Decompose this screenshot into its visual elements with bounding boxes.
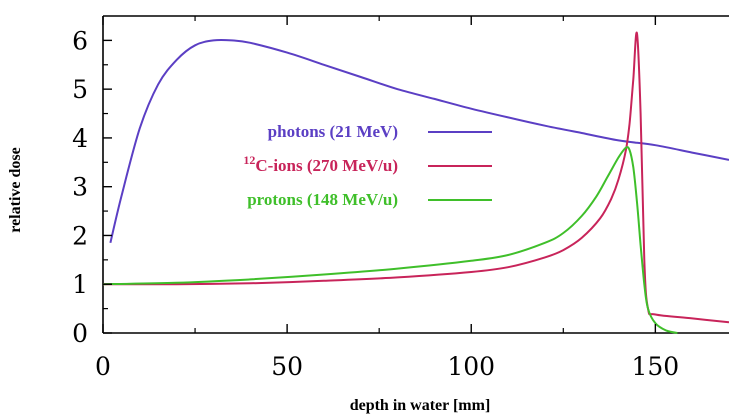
y-tick-label: 5 [72,75,88,104]
x-tick-label: 0 [95,352,111,381]
y-tick-label: 1 [72,270,88,299]
series-line-2 [102,146,678,334]
x-tick-label: 100 [447,352,495,381]
x-tick-label: 150 [631,352,679,381]
y-tick-label: 6 [72,26,88,55]
legend-label-0: photons (21 MeV) [268,122,398,141]
legend-label-2: protons (148 MeV/u) [247,190,398,209]
y-tick-label: 3 [72,173,88,202]
x-axis-title: depth in water [mm] [350,397,491,414]
y-tick-label: 0 [72,319,88,348]
y-axis-title: relative dose [7,147,24,232]
y-tick-label: 4 [72,124,88,153]
series-line-0 [109,38,729,244]
x-tick-label: 50 [271,352,303,381]
legend-label-1: 12C-ions (270 MeV/u) [243,153,398,175]
y-tick-label: 2 [72,221,88,250]
series-line-1 [102,31,729,324]
